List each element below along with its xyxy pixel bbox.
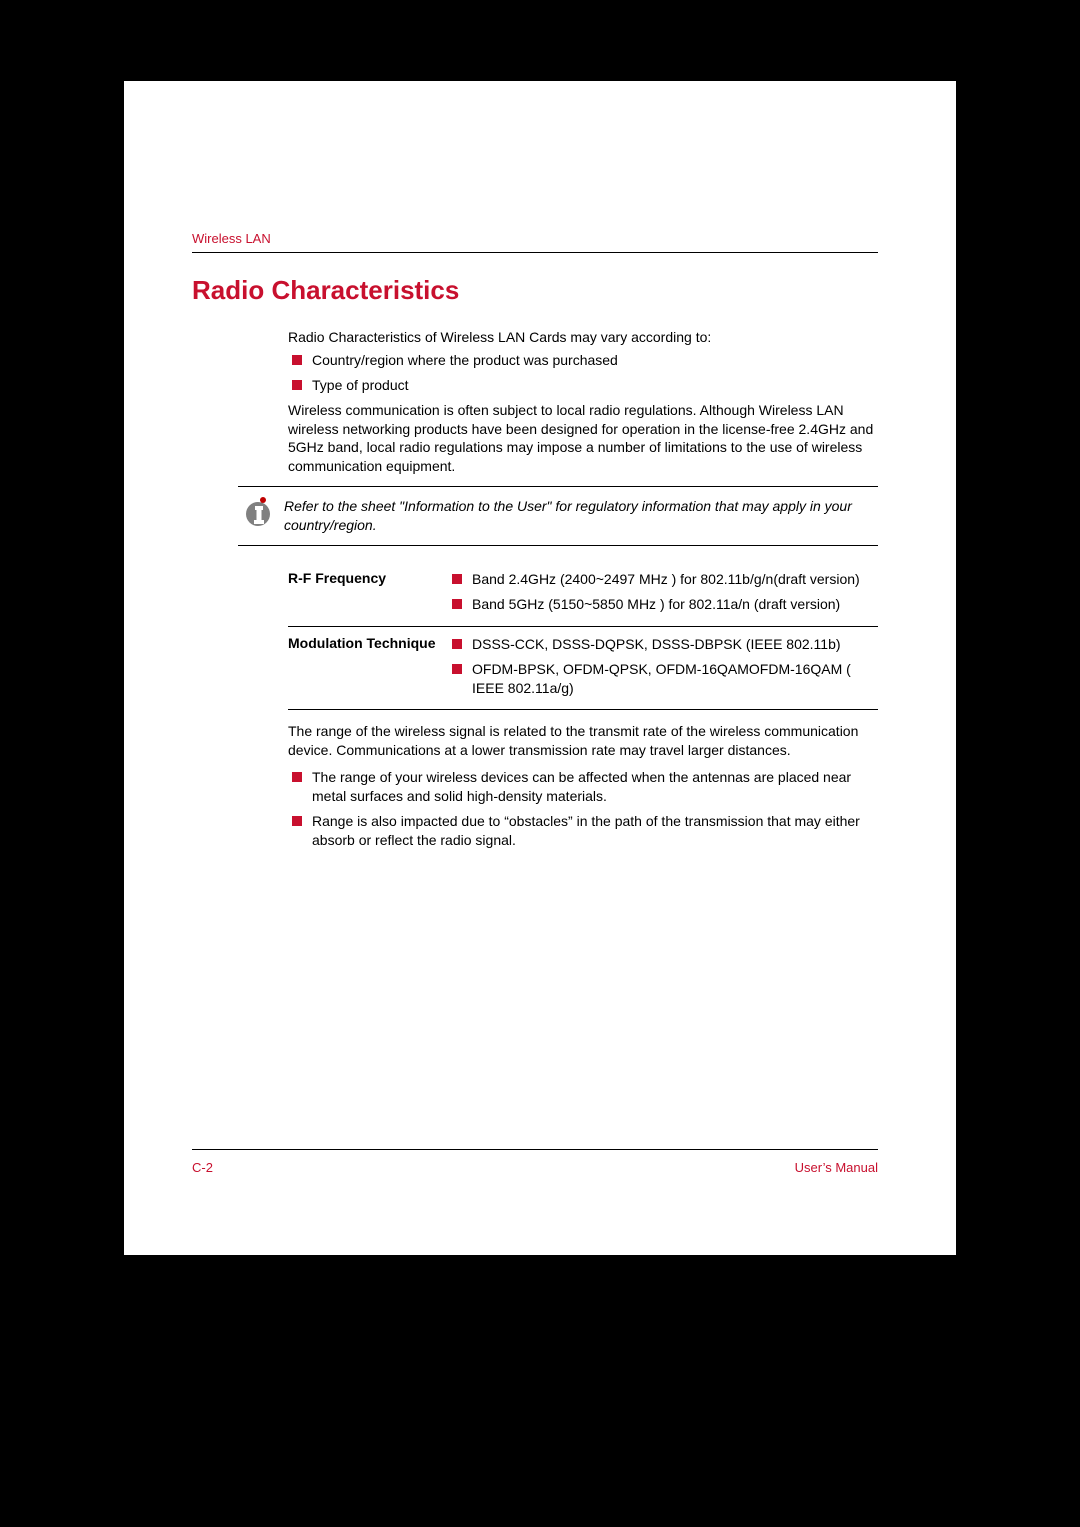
list-item: Range is also impacted due to “obstacles… — [288, 812, 878, 850]
page-footer: C-2 User’s Manual — [192, 1149, 878, 1175]
intro-paragraph-2: Wireless communication is often subject … — [288, 401, 878, 477]
spec-label: R-F Frequency — [288, 562, 448, 626]
running-header: Wireless LAN — [192, 231, 878, 246]
intro-bullet-list: Country/region where the product was pur… — [288, 351, 878, 395]
header-rule — [192, 252, 878, 253]
list-item: The range of your wireless devices can b… — [288, 768, 878, 806]
table-row: R-F Frequency Band 2.4GHz (2400~2497 MHz… — [288, 562, 878, 626]
footer-row: C-2 User’s Manual — [192, 1160, 878, 1175]
intro-line: Radio Characteristics of Wireless LAN Ca… — [288, 328, 878, 347]
note-block: Refer to the sheet "Information to the U… — [238, 486, 878, 546]
list-item: Band 2.4GHz (2400~2497 MHz ) for 802.11b… — [448, 570, 878, 589]
section-title: Radio Characteristics — [192, 275, 878, 306]
spec-table: R-F Frequency Band 2.4GHz (2400~2497 MHz… — [288, 562, 878, 710]
spec-value-list: DSSS-CCK, DSSS-DQPSK, DSSS-DBPSK (IEEE 8… — [448, 635, 878, 698]
list-item: Band 5GHz (5150~5850 MHz ) for 802.11a/n… — [448, 595, 878, 614]
spec-label: Modulation Technique — [288, 626, 448, 710]
list-item: DSSS-CCK, DSSS-DQPSK, DSSS-DBPSK (IEEE 8… — [448, 635, 878, 654]
post-table-paragraph: The range of the wireless signal is rela… — [288, 722, 878, 760]
spec-value-cell: Band 2.4GHz (2400~2497 MHz ) for 802.11b… — [448, 562, 878, 626]
footer-rule — [192, 1149, 878, 1150]
info-icon — [238, 497, 278, 527]
spec-value-cell: DSSS-CCK, DSSS-DQPSK, DSSS-DBPSK (IEEE 8… — [448, 626, 878, 710]
spec-value-list: Band 2.4GHz (2400~2497 MHz ) for 802.11b… — [448, 570, 878, 614]
list-item: Country/region where the product was pur… — [288, 351, 878, 370]
list-item: Type of product — [288, 376, 878, 395]
document-page: Wireless LAN Radio Characteristics Radio… — [124, 81, 956, 1255]
content-area: Wireless LAN Radio Characteristics Radio… — [192, 231, 878, 856]
note-text: Refer to the sheet "Information to the U… — [278, 497, 878, 535]
table-row: Modulation Technique DSSS-CCK, DSSS-DQPS… — [288, 626, 878, 710]
list-item: OFDM-BPSK, OFDM-QPSK, OFDM-16QAMOFDM-16Q… — [448, 660, 878, 698]
body-area: Radio Characteristics of Wireless LAN Ca… — [288, 328, 878, 850]
page-number: C-2 — [192, 1160, 213, 1175]
post-bullet-list: The range of your wireless devices can b… — [288, 768, 878, 850]
manual-label: User’s Manual — [795, 1160, 878, 1175]
